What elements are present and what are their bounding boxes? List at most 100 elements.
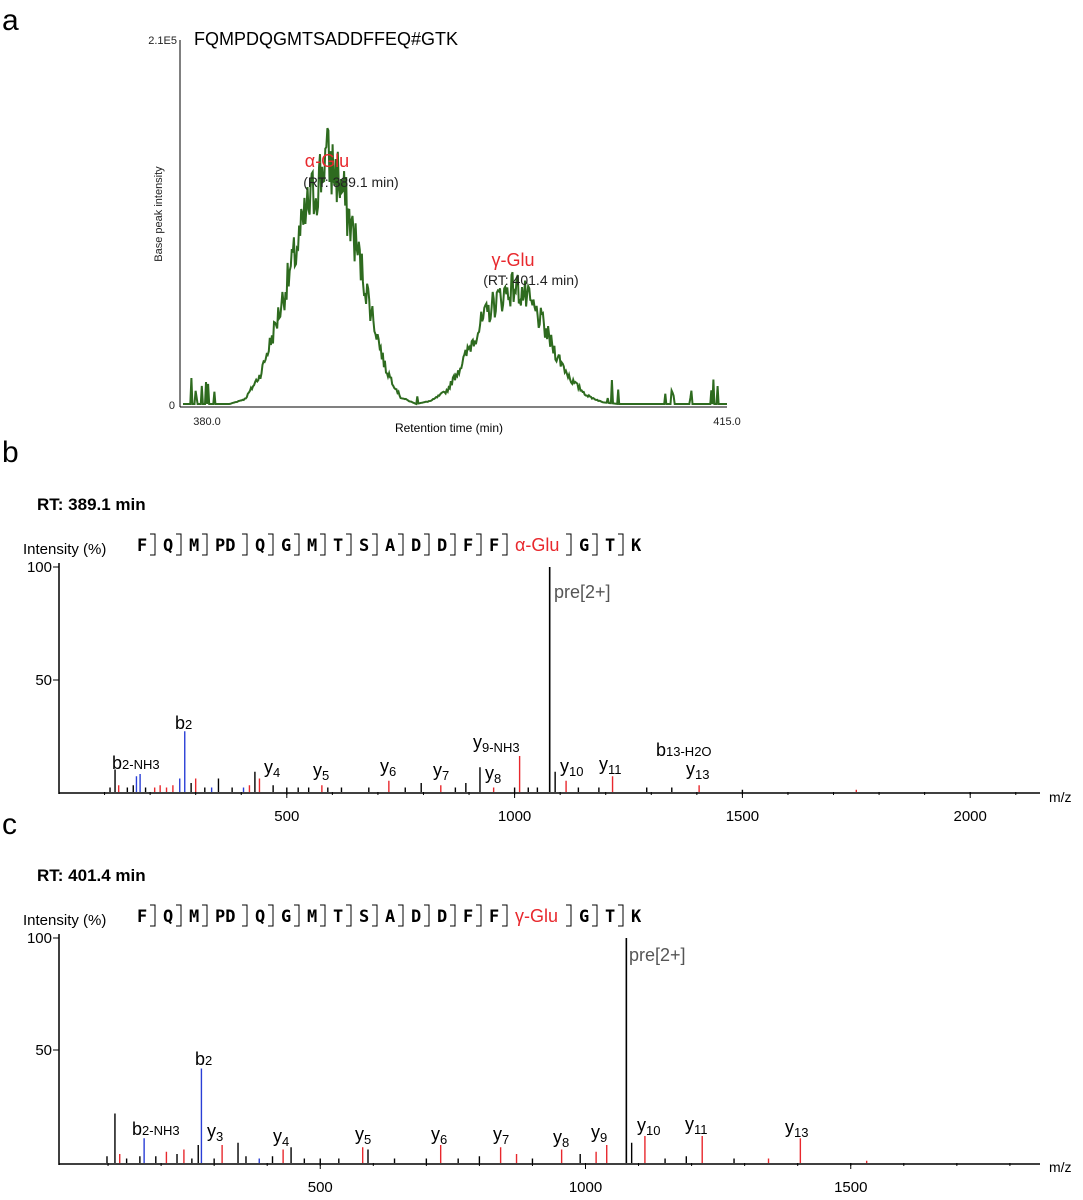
- residue-11: D: [411, 907, 421, 927]
- b2-label: b2: [175, 713, 192, 733]
- residue-2: Q: [163, 536, 173, 556]
- panel-b-y100-label: 100: [27, 559, 52, 576]
- b2-nh3-label: b2-NH3: [112, 753, 160, 773]
- panel-c-rt-title: RT: 401.4 min: [37, 866, 146, 885]
- panel-a-ymax-label: 2.1E5: [148, 35, 177, 47]
- y4-label: y4: [264, 757, 280, 780]
- residue-13: F: [463, 536, 473, 556]
- x-tick-label-1500: 1500: [834, 1179, 867, 1196]
- fragment-bracket-16: [592, 533, 598, 556]
- residue-10: A: [385, 907, 395, 927]
- residue-16: G: [579, 536, 589, 556]
- residue-15: α-Glu: [515, 535, 559, 555]
- fragment-bracket-4: [242, 533, 248, 556]
- fragment-bracket-5: [268, 533, 274, 556]
- fragment-bracket-4: [242, 904, 248, 927]
- panel-b-xlabel: m/z: [1049, 789, 1072, 805]
- fragment-bracket-10: [398, 533, 404, 556]
- panel-a-letter: a: [2, 4, 19, 37]
- panel-a-xlabel: Retention time (min): [395, 421, 503, 435]
- fragment-bracket-8: [346, 533, 352, 556]
- fragment-bracket-3: [202, 904, 208, 927]
- residue-12: D: [437, 536, 447, 556]
- pre-2plus-label: pre[2+]: [629, 945, 686, 965]
- gamma-glu-rt-label: (RT: 401.4 min): [483, 272, 578, 288]
- panel-c-letter: c: [2, 808, 17, 841]
- residue-15: γ-Glu: [515, 906, 558, 926]
- x-tick-label-1000: 1000: [569, 1179, 602, 1196]
- panel-c-annotations: pre[2+] b2 b2-NH3 y3 y4 y5 y6 y7 y8 y9 y…: [132, 945, 808, 1150]
- panel-a-peptide: FQMPDQGMTSADDFFEQ#GTK: [194, 29, 458, 49]
- residue-3: M: [189, 536, 199, 556]
- panel-c-ylabel: Intensity (%): [23, 912, 106, 929]
- residue-9: S: [359, 907, 369, 927]
- residue-14: F: [489, 907, 499, 927]
- residue-7: M: [307, 907, 317, 927]
- y11-label: y11: [685, 1114, 708, 1137]
- residue-17: T: [605, 536, 615, 556]
- residue-1: F: [137, 536, 147, 556]
- panel-b-x-ticks: 500 1000 1500 2000: [104, 792, 1017, 825]
- y6-label: y6: [380, 756, 396, 779]
- y5-label: y5: [313, 760, 329, 783]
- residue-9: S: [359, 536, 369, 556]
- panel-c-y50-label: 50: [35, 1042, 52, 1059]
- panel-a-y0-label: 0: [169, 400, 175, 412]
- panel-c-xlabel: m/z: [1049, 1159, 1072, 1175]
- panel-b-ylabel: Intensity (%): [23, 541, 106, 558]
- y7-label: y7: [493, 1124, 509, 1147]
- b2-nh3-label: b2-NH3: [132, 1119, 180, 1139]
- residue-12: D: [437, 907, 447, 927]
- y6-label: y6: [431, 1124, 447, 1147]
- fragment-bracket-9: [372, 533, 378, 556]
- residue-17: T: [605, 907, 615, 927]
- x-tick-label-1500: 1500: [726, 808, 759, 825]
- fragment-bracket-17: [618, 904, 624, 927]
- fragment-bracket-15: [566, 904, 572, 927]
- residue-13: F: [463, 907, 473, 927]
- fragment-bracket-13: [476, 904, 482, 927]
- fragment-bracket-1: [150, 533, 156, 556]
- fragment-bracket-14: [502, 904, 508, 927]
- retention-trace: [183, 127, 727, 406]
- residue-5: Q: [255, 907, 265, 927]
- panel-a-xmin-label: 380.0: [193, 416, 221, 428]
- fragment-bracket-2: [176, 904, 182, 927]
- fragment-bracket-9: [372, 904, 378, 927]
- fragment-bracket-11: [424, 904, 430, 927]
- fragment-bracket-7: [320, 904, 326, 927]
- residue-2: Q: [163, 907, 173, 927]
- y5-label: y5: [355, 1124, 371, 1147]
- panel-c-y100-label: 100: [27, 930, 52, 947]
- x-tick-label-500: 500: [274, 808, 299, 825]
- y8-label: y8: [553, 1127, 569, 1150]
- alpha-glu-rt-label: (RT: 389.1 min): [303, 174, 398, 190]
- fragment-bracket-3: [202, 533, 208, 556]
- panel-b-rt-title: RT: 389.1 min: [37, 495, 146, 514]
- panel-a-xmax-label: 415.0: [713, 416, 741, 428]
- panel-b-y50-label: 50: [35, 672, 52, 689]
- fragment-bracket-15: [566, 533, 572, 556]
- y4-label: y4: [273, 1126, 289, 1149]
- fragment-bracket-14: [502, 533, 508, 556]
- residue-4: PD: [215, 536, 235, 556]
- residue-8: T: [333, 907, 343, 927]
- residue-16: G: [579, 907, 589, 927]
- residue-18: K: [631, 536, 642, 556]
- fragment-bracket-5: [268, 904, 274, 927]
- fragment-bracket-13: [476, 533, 482, 556]
- fragment-bracket-7: [320, 533, 326, 556]
- fragment-bracket-12: [450, 904, 456, 927]
- residue-7: M: [307, 536, 317, 556]
- residue-6: G: [281, 536, 291, 556]
- residue-18: K: [631, 907, 642, 927]
- y11-label: y11: [599, 754, 622, 777]
- b2-label: b2: [195, 1049, 212, 1069]
- gamma-glu-peak-label: γ-Glu: [491, 250, 534, 270]
- x-tick-label-2000: 2000: [954, 808, 987, 825]
- fragment-bracket-6: [294, 533, 300, 556]
- residue-8: T: [333, 536, 343, 556]
- residue-6: G: [281, 907, 291, 927]
